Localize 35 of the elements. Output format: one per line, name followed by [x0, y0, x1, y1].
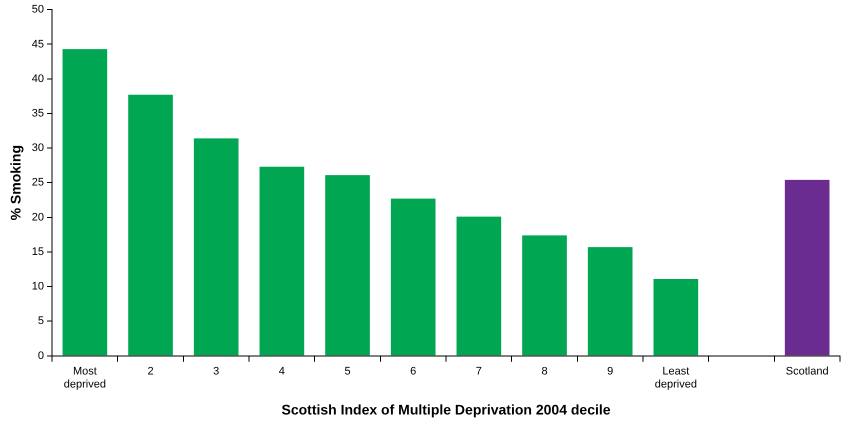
y-tick-label: 20: [32, 211, 44, 224]
bar: [654, 278, 698, 356]
bar: [456, 216, 502, 356]
y-tick-label: 10: [32, 280, 44, 293]
x-tick-label: Most deprived: [64, 365, 106, 391]
y-tick-label: 15: [32, 246, 44, 258]
x-tick-label: 4: [278, 365, 285, 378]
y-tick-label: 45: [32, 38, 44, 50]
y-tick-label: 5: [38, 315, 44, 328]
x-tick-label: Least deprived: [654, 365, 697, 391]
bar: [128, 94, 173, 356]
bar: [194, 138, 239, 356]
bar: [588, 247, 633, 356]
y-tick-label: 25: [32, 176, 44, 189]
x-tick-label: 3: [213, 365, 220, 378]
x-tick-label: 9: [607, 365, 614, 378]
bar: [260, 166, 304, 356]
y-tick-label: 0: [38, 350, 44, 362]
bar: [390, 198, 436, 356]
x-tick-label: 2: [147, 365, 154, 378]
y-tick-label: 40: [32, 72, 44, 85]
x-tick-label: 5: [344, 365, 351, 378]
x-axis-title: Scottish Index of Multiple Deprivation 2004 decile: [281, 401, 611, 418]
y-tick-label: 30: [32, 142, 44, 154]
bar: [62, 49, 108, 356]
y-tick-label: 35: [32, 107, 44, 120]
x-tick-label: Scotland: [786, 365, 829, 378]
x-tick-label: 6: [410, 365, 416, 378]
x-tick-label: 7: [476, 365, 482, 378]
bar: [325, 175, 370, 356]
x-tick-label: 8: [541, 365, 548, 378]
bar: [522, 235, 567, 356]
bar: [784, 180, 830, 356]
y-axis-title: % Smoking: [7, 144, 24, 220]
y-tick-label: 50: [32, 4, 44, 16]
